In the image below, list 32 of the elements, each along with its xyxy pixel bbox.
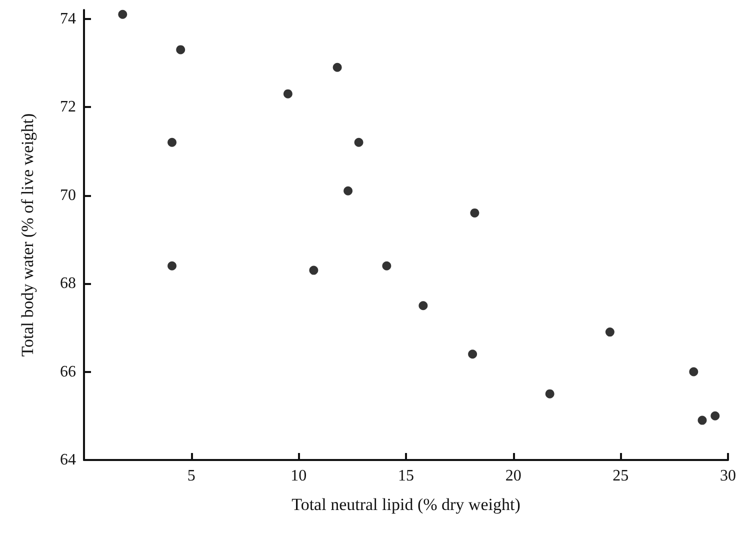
point <box>309 266 318 275</box>
point <box>168 138 177 147</box>
y-tick-label: 64 <box>60 452 76 468</box>
point <box>118 10 128 19</box>
point <box>605 328 614 337</box>
point <box>545 389 554 398</box>
point <box>168 261 177 270</box>
point <box>283 89 292 98</box>
x-axis-title: Total neutral lipid (% dry weight) <box>292 495 520 514</box>
x-tick-label: 10 <box>290 468 307 484</box>
point <box>344 186 353 196</box>
point <box>468 350 478 359</box>
point <box>698 416 707 425</box>
point <box>332 62 342 72</box>
x-tick-label: 5 <box>187 468 196 484</box>
y-tick-label: 74 <box>60 10 76 28</box>
x-tick-label: 20 <box>505 468 522 484</box>
y-tick-label: 68 <box>60 275 76 292</box>
y-tick-label: 66 <box>60 363 76 380</box>
point <box>382 261 392 270</box>
y-tick-label: 70 <box>60 186 76 204</box>
point <box>710 411 720 420</box>
point <box>354 138 364 147</box>
point <box>689 367 698 376</box>
point <box>470 208 480 218</box>
point <box>176 45 186 54</box>
point <box>418 301 428 310</box>
x-tick-label: 15 <box>398 468 414 484</box>
x-tick-label: 30 <box>720 468 736 484</box>
y-axis-title: Total body water (% of live weight) <box>18 113 37 357</box>
x-tick-label: 25 <box>612 468 629 484</box>
y-tick-label: 72 <box>60 98 76 116</box>
